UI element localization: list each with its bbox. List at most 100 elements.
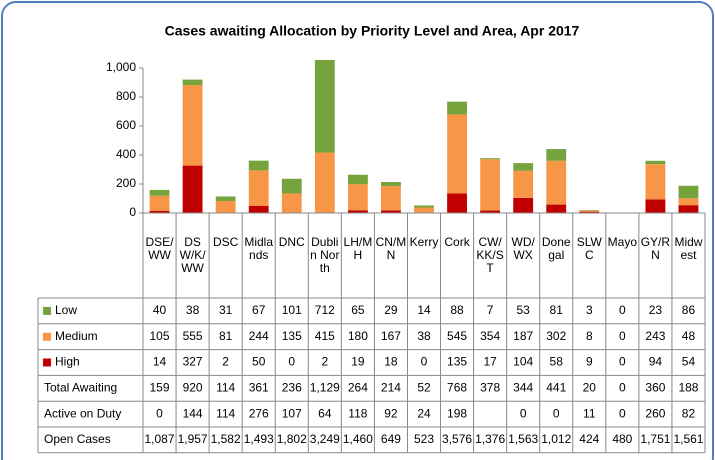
- table-cell: 2: [321, 355, 328, 369]
- x-tick-label: DNC: [278, 235, 305, 249]
- bar-segment: [645, 160, 666, 165]
- table-cell: 244: [249, 329, 269, 343]
- row-label: Active on Duty: [44, 406, 121, 420]
- bar-segment: [480, 210, 501, 213]
- table-cell: 649: [381, 432, 401, 446]
- table-cell: 107: [282, 406, 302, 420]
- table-cell: 276: [249, 406, 269, 420]
- x-tick-label: DSW/K/WW: [179, 235, 206, 275]
- x-tick-label: Midwest: [674, 235, 703, 262]
- table-cell: 198: [447, 406, 467, 420]
- table-cell: 344: [513, 380, 533, 394]
- table-cell: 9: [586, 355, 593, 369]
- y-tick-label: 600: [116, 118, 136, 132]
- bar-segment: [480, 159, 501, 211]
- x-tick-label-box: WD/WX: [511, 235, 535, 262]
- table-cell: 11: [583, 406, 596, 420]
- bar-segment: [447, 101, 467, 115]
- table-cell: 38: [417, 329, 431, 343]
- table-cell: 302: [546, 329, 566, 343]
- table-cell: 105: [150, 329, 170, 343]
- x-tick-label-box: Cork: [444, 235, 470, 249]
- table-cell: 118: [348, 406, 367, 420]
- x-tick-label-box: DSW/K/WW: [179, 235, 206, 275]
- table-cell: 40: [153, 303, 167, 317]
- bar-segment: [149, 210, 170, 213]
- chart-title: Cases awaiting Allocation by Priority Le…: [165, 23, 580, 39]
- table-cell: 3: [586, 303, 593, 317]
- x-tick-label-box: DSC: [212, 235, 239, 249]
- bar-segment: [546, 160, 567, 205]
- x-tick-label-box: Mayo: [608, 236, 637, 249]
- bar-segment: [381, 186, 401, 211]
- x-tick-label-box: GY/RN: [640, 235, 671, 262]
- bar-segment: [513, 197, 534, 213]
- x-tick-label-box: Midlands: [244, 236, 273, 262]
- table-cell: 260: [645, 406, 665, 420]
- bar-segment: [447, 193, 467, 213]
- table-cell: 135: [447, 355, 467, 369]
- bar-segment: [414, 207, 434, 213]
- x-tick-label: GY/RN: [640, 235, 671, 262]
- table-cell: 187: [513, 329, 533, 343]
- table-cell: 545: [447, 329, 467, 343]
- bar-segment: [579, 210, 600, 212]
- y-tick-label: 400: [116, 147, 136, 161]
- x-tick-label-box: DSE/WW: [146, 236, 174, 262]
- table-cell: 14: [417, 303, 431, 317]
- table-cell: 1,561: [673, 432, 703, 446]
- bar-segment: [546, 149, 567, 161]
- table-cell: 1,129: [310, 380, 340, 394]
- table-cell: 0: [421, 355, 428, 369]
- table-cell: 3,249: [310, 432, 340, 446]
- bar-segment: [381, 181, 401, 187]
- table-cell: 3,576: [442, 432, 472, 446]
- bar-segment: [149, 189, 170, 196]
- table-cell: 167: [381, 329, 401, 343]
- table-cell: 360: [645, 380, 665, 394]
- table-cell: 24: [417, 406, 431, 420]
- row-label: Total Awaiting: [44, 380, 117, 394]
- table-cell: 180: [348, 329, 368, 343]
- table-cell: 144: [183, 406, 203, 420]
- table-cell: 82: [682, 406, 696, 420]
- table-cell: 1,087: [145, 432, 175, 446]
- table-cell: 327: [183, 355, 203, 369]
- table-cell: 58: [550, 355, 564, 369]
- y-tick-label: 200: [116, 176, 136, 190]
- table-cell: 94: [649, 355, 663, 369]
- bar-segment: [314, 60, 335, 153]
- x-tick-label: Dublin North: [310, 235, 340, 275]
- table-cell: 135: [282, 329, 302, 343]
- x-tick-label: Cork: [444, 235, 470, 249]
- x-tick-label: WD/WX: [511, 235, 535, 262]
- table-cell: 1,582: [211, 432, 241, 446]
- table-cell: 1,751: [640, 432, 670, 446]
- x-tick-label-box: Kerry: [410, 236, 439, 249]
- table-cell: 1,957: [178, 432, 208, 446]
- table-cell: 17: [483, 355, 497, 369]
- table-cell: 1,012: [541, 432, 571, 446]
- table-cell: 7: [487, 303, 494, 317]
- table-cell: 67: [252, 303, 266, 317]
- table-cell: 23: [649, 303, 663, 317]
- y-tick-label: 1,000: [106, 60, 136, 74]
- x-tick-label-box: Dublin North: [310, 235, 340, 275]
- table-cell: 2: [222, 355, 229, 369]
- x-tick-label: CW/KK/ST: [476, 235, 504, 275]
- legend-key: [43, 332, 51, 341]
- table-cell: 114: [216, 406, 235, 420]
- x-tick-label-box: SLWC: [577, 236, 602, 262]
- x-tick-label: Donegal: [541, 235, 571, 262]
- table-cell: 92: [384, 406, 398, 420]
- bar-segment: [182, 85, 203, 166]
- x-tick-label: DSC: [212, 235, 239, 249]
- bar-segment: [281, 178, 302, 194]
- bar-segment: [579, 211, 600, 213]
- table-cell: 81: [219, 329, 233, 343]
- bar-segment: [347, 210, 368, 213]
- table-cell: 101: [282, 303, 302, 317]
- bar-segment: [645, 199, 666, 213]
- table-cell: 38: [186, 303, 200, 317]
